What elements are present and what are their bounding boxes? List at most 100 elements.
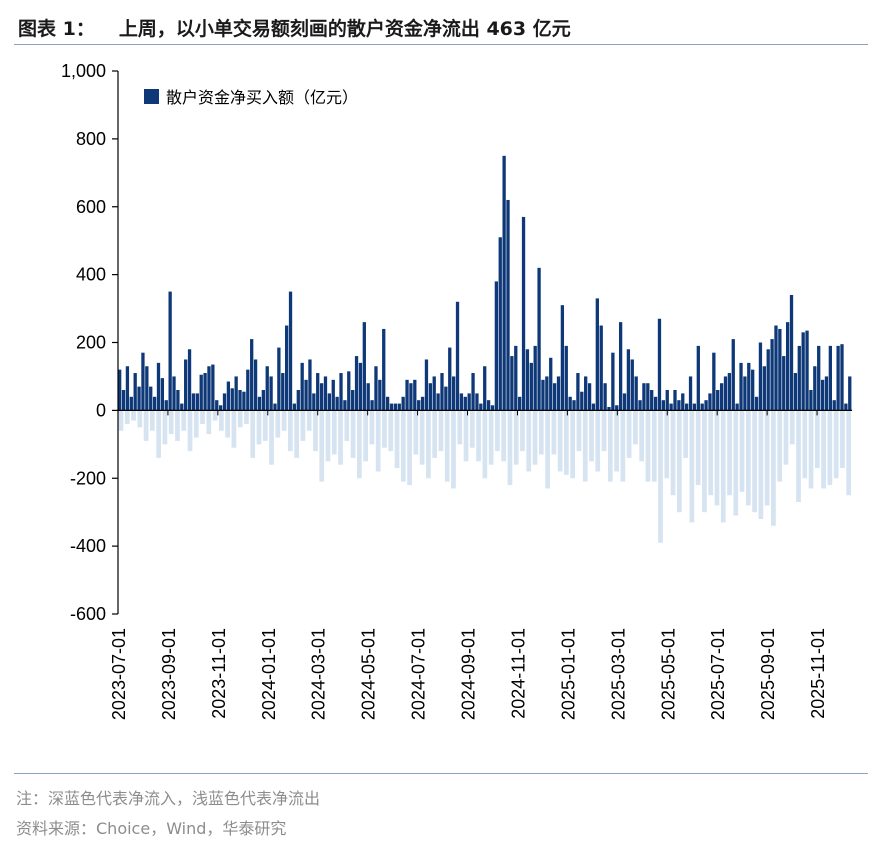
- outflow-bar: [495, 410, 500, 452]
- outflow-bar: [419, 410, 425, 465]
- inflow-bar: [304, 379, 308, 411]
- outflow-bar: [733, 410, 739, 516]
- outflow-bar: [802, 410, 808, 479]
- outflow-bar: [727, 410, 732, 496]
- inflow-bar: [277, 347, 281, 411]
- outflow-bar: [275, 410, 281, 438]
- outflow-bar: [444, 410, 450, 482]
- inflow-bar: [191, 393, 196, 411]
- inflow-bar: [354, 356, 359, 411]
- inflow-bar: [770, 339, 774, 411]
- y-tick-label: 0: [96, 400, 106, 420]
- x-tick-label: 2024-11-01: [509, 628, 529, 719]
- inflow-bar: [246, 369, 250, 411]
- outflow-bar: [476, 410, 481, 462]
- inflow-bar: [339, 373, 343, 411]
- inflow-bar: [618, 322, 623, 411]
- inflow-bar: [552, 383, 557, 411]
- inflow-bar: [805, 330, 809, 411]
- outflow-bar: [225, 410, 230, 438]
- outflow-bar: [576, 410, 582, 452]
- inflow-bar: [824, 376, 829, 411]
- y-tick-label: 800: [76, 129, 106, 149]
- outflow-bar: [513, 410, 519, 465]
- inflow-bar: [261, 390, 265, 411]
- x-tick-label: 2025-01-01: [558, 628, 578, 720]
- outflow-bar: [288, 410, 293, 452]
- inflow-bar: [657, 318, 662, 411]
- inflow-bar: [323, 376, 328, 411]
- inflow-bar: [735, 403, 739, 411]
- x-tick-label: 2023-11-01: [209, 628, 229, 719]
- inflow-bar: [653, 396, 658, 411]
- inflow-bar: [281, 373, 285, 411]
- inflow-bar: [848, 376, 852, 411]
- inflow-bar: [428, 383, 432, 411]
- y-tick-label: 200: [76, 333, 106, 353]
- inflow-bar: [250, 339, 254, 411]
- inflow-bar: [358, 362, 363, 411]
- legend: 散户资金净买入额（亿元）: [144, 88, 358, 107]
- outflow-bar: [720, 410, 726, 523]
- inflow-bar: [584, 376, 588, 411]
- inflow-bar: [180, 403, 184, 411]
- inflow-bar: [615, 405, 619, 411]
- inflow-bar: [560, 305, 565, 411]
- outflow-bar: [739, 410, 745, 492]
- inflow-bar: [199, 374, 203, 411]
- y-tick-label: 400: [76, 265, 106, 285]
- outflow-bar: [250, 410, 256, 458]
- inflow-bar: [828, 345, 832, 411]
- outflow-bar: [507, 410, 513, 486]
- inflow-bar: [226, 381, 231, 411]
- outflow-bar: [614, 410, 619, 472]
- inflow-bar: [156, 362, 161, 411]
- inflow-bar: [692, 403, 697, 411]
- inflow-bar: [436, 393, 440, 411]
- outflow-bar: [570, 410, 576, 479]
- inflow-bar: [362, 322, 366, 411]
- outflow-bar: [344, 410, 350, 441]
- inflow-bar: [793, 373, 798, 411]
- inflow-bar: [475, 393, 479, 411]
- inflow-bar: [207, 366, 211, 411]
- inflow-bar: [564, 345, 568, 411]
- outflow-bar: [388, 410, 394, 452]
- inflow-bar: [420, 396, 425, 411]
- inflow-bar: [378, 379, 382, 411]
- x-tick-label: 2024-07-01: [409, 628, 429, 720]
- outflow-bar: [840, 410, 845, 469]
- outflow-bar: [375, 410, 381, 472]
- inflow-bar: [389, 403, 394, 411]
- inflow-bar: [448, 347, 452, 411]
- outflow-bar: [156, 410, 161, 458]
- inflow-bar: [778, 328, 782, 411]
- inflow-bar: [374, 366, 378, 411]
- outflow-bar: [526, 410, 532, 472]
- inflow-bar: [785, 322, 790, 411]
- outflow-bar: [532, 410, 538, 465]
- outflow-bar: [821, 410, 826, 489]
- inflow-bar: [549, 357, 553, 411]
- outflow-bar: [131, 410, 136, 421]
- inflow-bar: [172, 376, 176, 411]
- outflow-bar: [357, 410, 362, 479]
- outflow-bar: [168, 410, 174, 435]
- figure-title: 图表 1： 上周，以小单交易额刻画的散户资金净流出 463 亿元: [18, 14, 571, 41]
- x-tick-label: 2024-03-01: [309, 628, 329, 720]
- inflow-bar: [471, 373, 475, 411]
- inflow-bar: [222, 393, 227, 411]
- inflow-bar: [385, 396, 390, 411]
- outflow-bar: [708, 410, 714, 496]
- outflow-bar: [162, 410, 168, 445]
- outflow-bar: [595, 410, 601, 472]
- outflow-bar: [294, 410, 299, 458]
- retail-net-flow-chart: -600 -400 -200 0 200 400 600 800 1,000 2023-07-0…: [61, 61, 852, 720]
- inflow-bar: [506, 199, 510, 411]
- inflow-bar: [331, 379, 335, 411]
- inflow-bar: [187, 349, 192, 411]
- inflow-bar: [125, 366, 130, 411]
- inflow-bar: [121, 390, 126, 411]
- outflow-bar: [538, 410, 544, 455]
- outflow-bar: [482, 410, 488, 479]
